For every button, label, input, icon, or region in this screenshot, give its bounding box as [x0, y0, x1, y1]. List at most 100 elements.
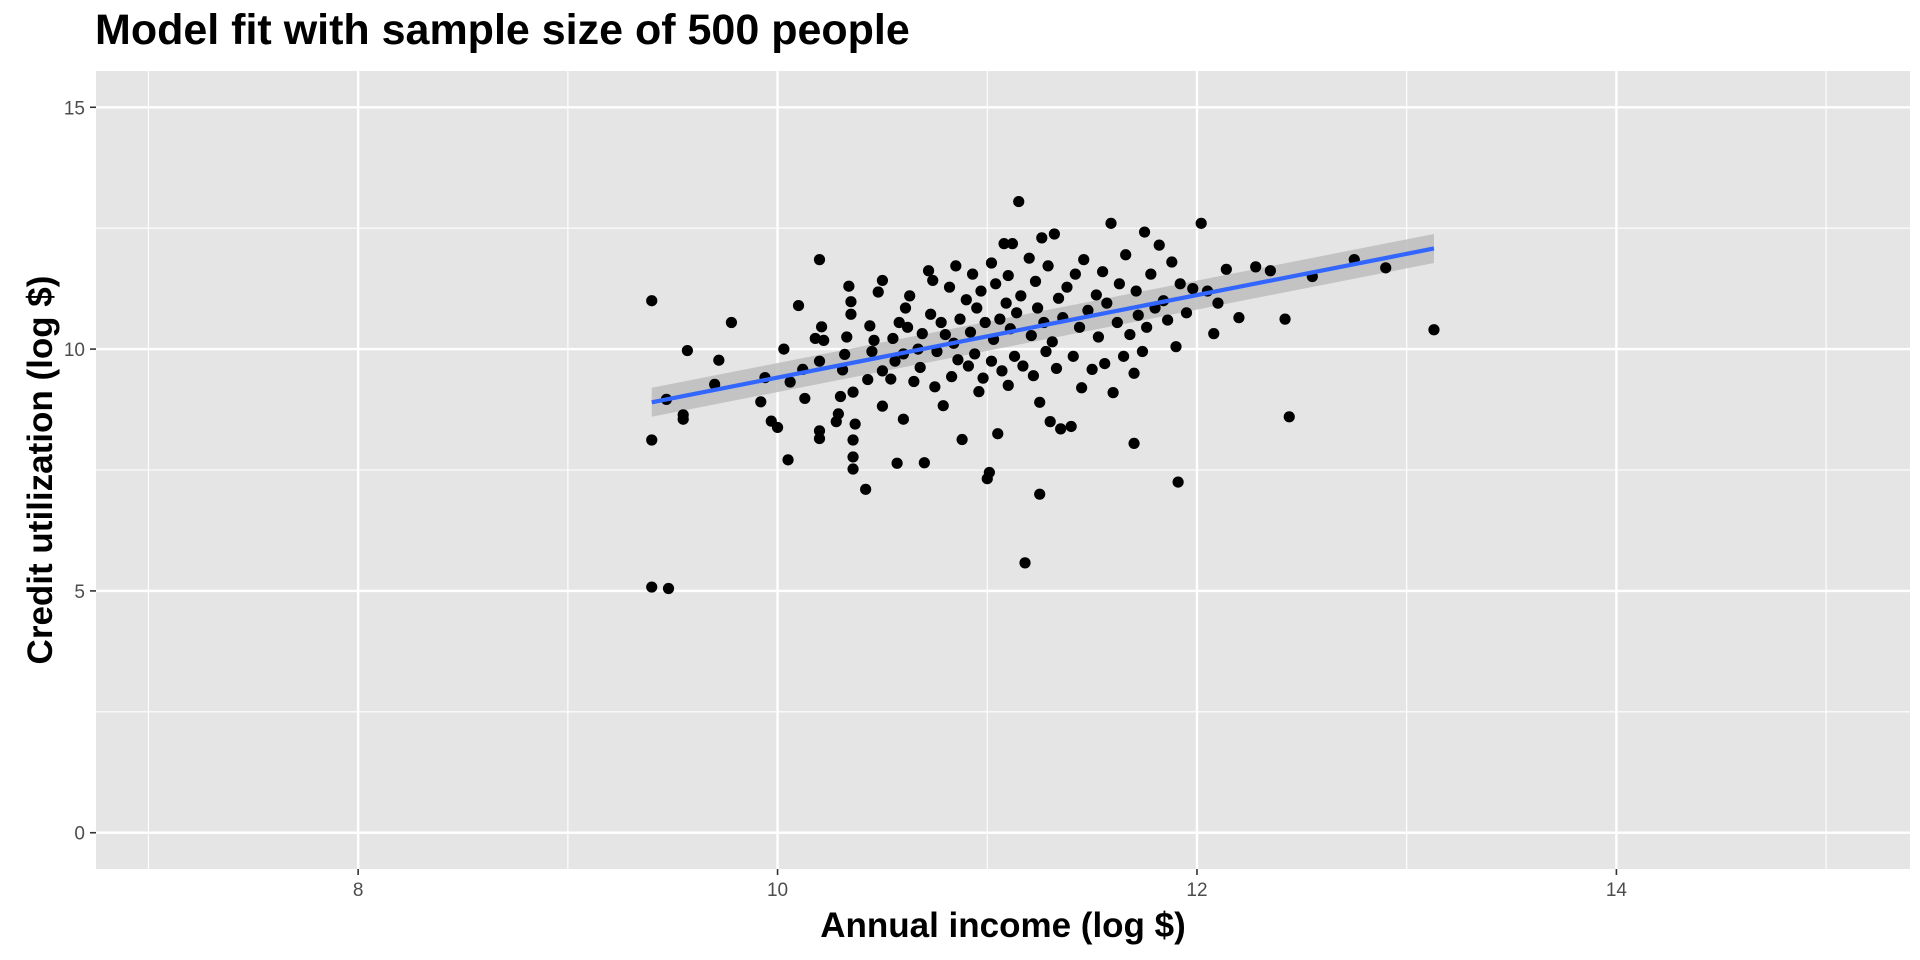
data-point: [994, 313, 1006, 325]
data-point: [1132, 309, 1144, 321]
data-point: [1187, 283, 1199, 295]
data-point: [1013, 195, 1025, 208]
x-tick-label: 10: [767, 880, 788, 901]
data-point: [918, 457, 930, 469]
data-point: [975, 285, 987, 297]
data-point: [1002, 269, 1014, 282]
data-point: [1136, 345, 1149, 358]
data-point: [849, 418, 861, 430]
data-point: [885, 373, 897, 385]
data-point: [843, 280, 855, 292]
data-point: [1006, 238, 1019, 250]
data-point: [868, 334, 880, 346]
data-point: [1065, 420, 1077, 433]
data-point: [864, 320, 876, 332]
data-point: [1050, 362, 1063, 375]
data-point: [1170, 341, 1182, 353]
data-point: [1076, 382, 1088, 394]
data-point: [681, 344, 693, 357]
x-tick-label: 8: [353, 880, 364, 901]
data-point: [1042, 260, 1054, 272]
minor-gridlines: [96, 71, 1910, 869]
data-point: [891, 457, 903, 469]
data-point: [876, 274, 889, 287]
data-point: [1099, 358, 1111, 370]
data-point: [1212, 297, 1224, 309]
data-point: [784, 376, 796, 388]
data-point: [876, 400, 889, 412]
data-point: [935, 316, 947, 329]
data-point: [1208, 328, 1220, 340]
data-point: [1029, 275, 1042, 287]
data-point: [646, 434, 658, 446]
data-point: [709, 378, 721, 390]
data-point: [834, 390, 847, 403]
data-point: [662, 582, 675, 595]
y-axis-title: Credit utilization (log $): [21, 276, 60, 665]
data-point: [845, 296, 857, 308]
data-point: [979, 316, 991, 329]
data-point: [977, 372, 989, 384]
data-point: [996, 365, 1008, 377]
data-point: [813, 355, 826, 367]
data-point: [1141, 321, 1153, 333]
x-tick-label: 14: [1606, 880, 1628, 901]
data-point: [914, 361, 926, 374]
data-point: [1166, 256, 1178, 268]
data-point: [725, 316, 738, 329]
data-point: [1153, 239, 1165, 251]
data-point: [1101, 297, 1113, 309]
data-point: [952, 354, 964, 366]
data-point: [943, 281, 956, 293]
data-point: [1264, 265, 1276, 277]
data-point: [946, 371, 958, 383]
data-point: [887, 332, 899, 345]
data-point: [1019, 557, 1031, 569]
data-point: [830, 416, 842, 428]
data-point: [1283, 411, 1295, 423]
data-point: [1036, 232, 1048, 244]
data-point: [960, 294, 972, 306]
data-point: [1052, 292, 1065, 304]
data-point: [841, 331, 853, 343]
data-point: [816, 321, 828, 333]
data-point: [956, 433, 968, 446]
data-point: [1069, 268, 1081, 280]
y-tick-label: 10: [64, 340, 85, 361]
data-point: [778, 343, 790, 355]
data-point: [1233, 312, 1245, 324]
data-point: [950, 260, 962, 272]
data-point: [925, 308, 937, 320]
data-point: [1008, 350, 1021, 362]
data-point: [799, 392, 811, 405]
data-point: [1097, 266, 1109, 278]
data-point: [998, 238, 1010, 250]
data-point: [1027, 370, 1040, 382]
data-point: [922, 265, 935, 277]
data-point: [1172, 476, 1184, 488]
data-point: [876, 365, 889, 377]
data-point: [646, 295, 658, 307]
data-point: [1015, 290, 1027, 302]
data-point: [1092, 331, 1105, 343]
data-point: [1162, 314, 1174, 326]
data-point: [1107, 387, 1119, 399]
data-point: [927, 274, 939, 287]
data-point: [866, 345, 878, 358]
data-point: [1034, 488, 1046, 500]
data-point: [1023, 252, 1035, 264]
data-point: [985, 257, 998, 269]
data-point: [792, 299, 805, 312]
data-point: [1040, 345, 1052, 358]
data-point: [1428, 324, 1440, 336]
data-point: [990, 278, 1002, 290]
data-point: [1130, 285, 1142, 297]
data-point: [985, 355, 998, 367]
data-point: [1048, 228, 1060, 240]
data-point: [782, 454, 794, 466]
x-tick-labels: 8 10 12 14: [353, 880, 1628, 901]
data-point: [1138, 226, 1151, 238]
data-point: [813, 254, 826, 266]
data-point: [1044, 416, 1056, 428]
